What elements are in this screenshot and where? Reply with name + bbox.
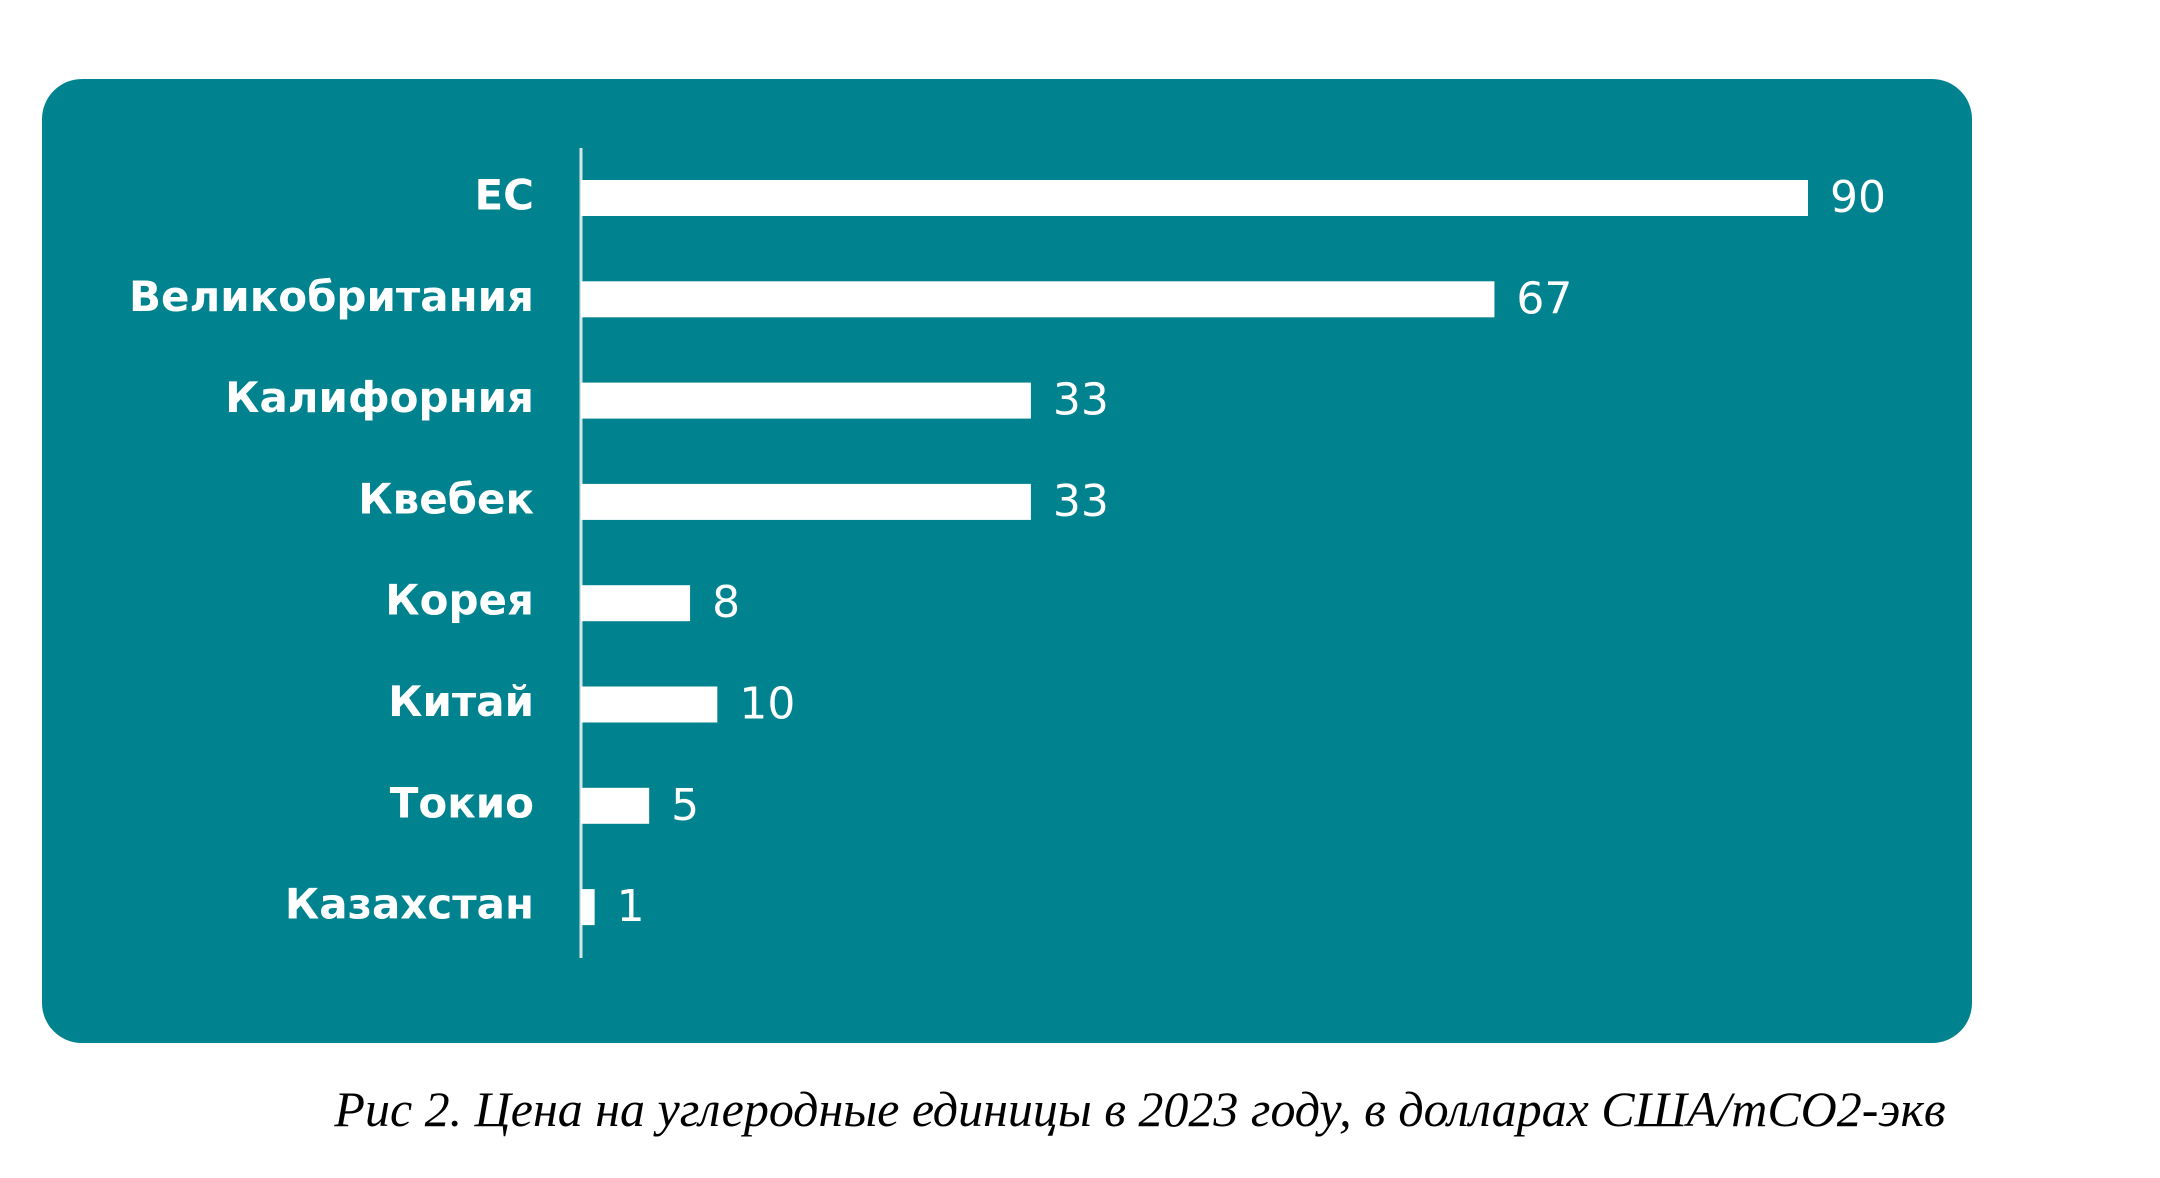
value-label: 33: [1053, 375, 1109, 426]
category-label: Корея: [385, 576, 534, 625]
value-label: 67: [1516, 273, 1572, 324]
bar: [581, 889, 595, 926]
category-label: Квебек: [358, 474, 534, 523]
category-label: Великобритания: [129, 272, 534, 321]
bar: [581, 483, 1031, 520]
value-label: 5: [671, 780, 699, 831]
category-label: Казахстан: [285, 880, 534, 929]
category-label: Калифорния: [225, 373, 534, 422]
value-label: 10: [739, 679, 795, 730]
bar: [581, 281, 1495, 318]
chart-panel: [42, 79, 1972, 1043]
bar: [581, 686, 718, 723]
value-label: 8: [712, 577, 740, 628]
caption: Рис 2. Цена на углеродные единицы в 2023…: [333, 1081, 1945, 1137]
category-label: ЕС: [474, 171, 534, 220]
bar: [581, 382, 1031, 419]
category-label: Китай: [388, 677, 534, 726]
category-label: Токио: [390, 778, 534, 827]
value-label: 33: [1053, 476, 1109, 527]
bar: [581, 787, 650, 824]
bar: [581, 585, 691, 622]
bar: [581, 180, 1808, 216]
value-label: 1: [617, 881, 645, 932]
value-label: 90: [1830, 172, 1886, 223]
